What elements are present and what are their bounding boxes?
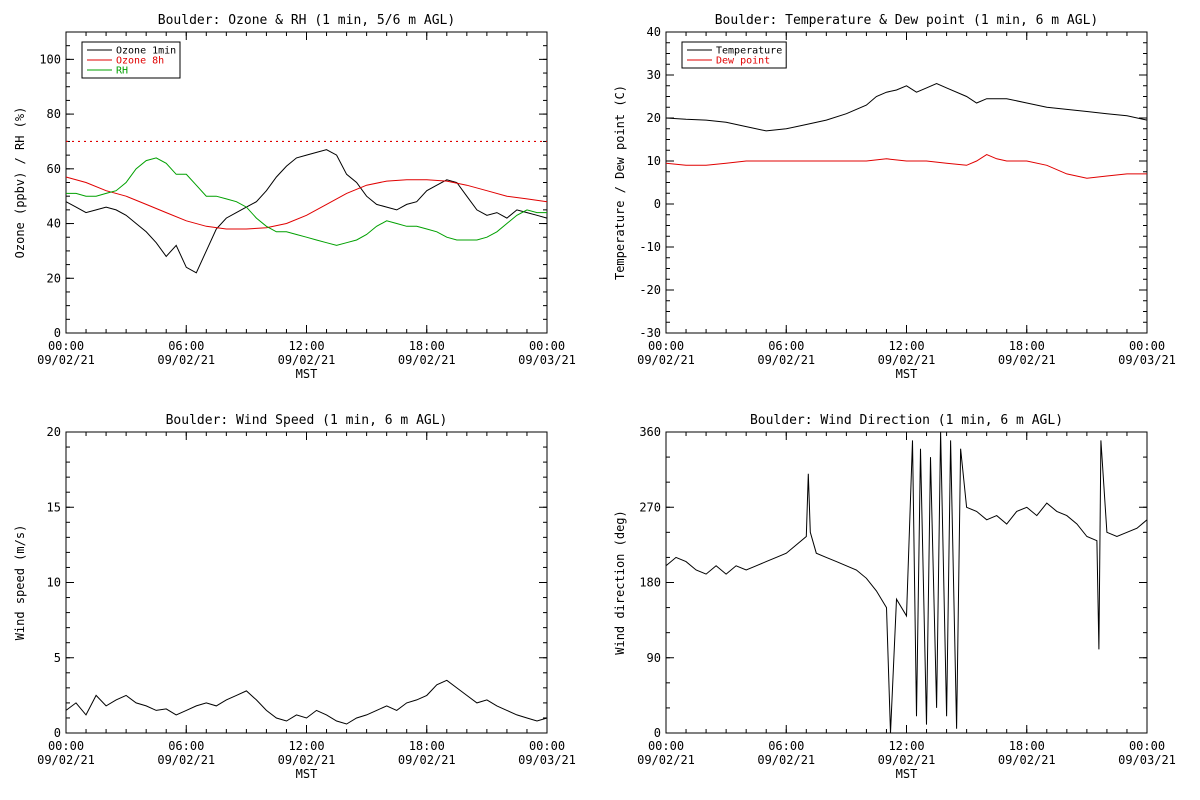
y-tick-label: 360 [639, 425, 661, 439]
y-tick-label: 40 [47, 217, 61, 231]
legend-label: RH [116, 66, 128, 77]
x-tick-date: 09/02/21 [278, 353, 336, 367]
series-line-1 [665, 431, 1148, 734]
y-axis-label: Wind direction (deg) [613, 510, 627, 655]
x-tick-time: 06:00 [168, 339, 204, 353]
plot-frame [665, 431, 1148, 734]
y-axis-label: Temperature / Dew point (C) [613, 85, 627, 280]
x-tick-time: 00:00 [48, 339, 84, 353]
x-tick-time: 18:00 [409, 739, 445, 753]
series-line-2 [665, 154, 1147, 179]
x-tick-time: 00:00 [1129, 339, 1165, 353]
chart-panel-2: Boulder: Temperature & Dew point (1 min,… [613, 13, 1176, 381]
legend-label: Temperature [716, 46, 782, 57]
x-tick-date: 09/02/21 [37, 353, 95, 367]
y-axis-label: Ozone (ppbv) / RH (%) [13, 107, 27, 259]
chart-panel-4: Boulder: Wind Direction (1 min, 6 m AGL)… [613, 413, 1176, 781]
x-tick-time: 06:00 [768, 339, 804, 353]
legend-label: Ozone 8h [116, 56, 164, 67]
y-tick-label: 5 [54, 651, 61, 665]
y-tick-label: 20 [47, 425, 61, 439]
y-tick-label: 0 [54, 726, 61, 740]
y-tick-label: 0 [654, 197, 661, 211]
legend-label: Dew point [716, 56, 770, 67]
chart-title: Boulder: Wind Speed (1 min, 6 m AGL) [166, 413, 448, 428]
chart-panel-1: Boulder: Ozone & RH (1 min, 5/6 m AGL) 0 2… [13, 13, 576, 381]
series-line-1 [65, 679, 548, 725]
x-tick-time: 18:00 [1009, 339, 1045, 353]
x-tick-date: 09/02/21 [878, 353, 936, 367]
y-tick-label: 40 [647, 25, 661, 39]
x-tick-date: 09/03/21 [1118, 753, 1176, 767]
y-tick-label: 90 [647, 651, 661, 665]
x-tick-date: 09/02/21 [757, 753, 815, 767]
x-tick-date: 09/03/21 [518, 753, 576, 767]
x-tick-date: 09/02/21 [998, 353, 1056, 367]
y-tick-label: 10 [47, 576, 61, 590]
y-tick-label: -20 [639, 283, 661, 297]
plot-frame [665, 31, 1148, 334]
x-tick-date: 09/02/21 [157, 753, 215, 767]
x-tick-date: 09/02/21 [757, 353, 815, 367]
series-line-1 [665, 83, 1148, 132]
x-tick-time: 06:00 [768, 739, 804, 753]
y-tick-label: 80 [47, 107, 61, 121]
y-tick-label: -10 [639, 240, 661, 254]
y-tick-label: 0 [654, 726, 661, 740]
x-axis-label: MST [896, 767, 918, 781]
plot-frame [65, 431, 548, 734]
y-tick-label: 100 [39, 52, 61, 66]
x-tick-date: 09/02/21 [637, 353, 695, 367]
x-axis-label: MST [896, 367, 918, 381]
x-tick-time: 12:00 [888, 339, 924, 353]
y-tick-label: 20 [47, 271, 61, 285]
x-tick-date: 09/03/21 [1118, 353, 1176, 367]
y-tick-label: 0 [54, 326, 61, 340]
y-tick-label: -30 [639, 326, 661, 340]
x-tick-date: 09/03/21 [518, 353, 576, 367]
x-tick-time: 00:00 [529, 339, 565, 353]
y-tick-label: 20 [647, 111, 661, 125]
y-tick-label: 270 [639, 500, 661, 514]
x-tick-time: 00:00 [529, 739, 565, 753]
x-tick-date: 09/02/21 [998, 753, 1056, 767]
x-tick-time: 18:00 [409, 339, 445, 353]
series-line-2 [65, 176, 548, 230]
x-axis-label: MST [296, 367, 318, 381]
x-tick-date: 09/02/21 [157, 353, 215, 367]
y-axis-label: Wind speed (m/s) [13, 525, 27, 641]
y-tick-label: 180 [639, 576, 661, 590]
x-tick-time: 12:00 [288, 339, 324, 353]
x-tick-date: 09/02/21 [878, 753, 936, 767]
y-tick-label: 60 [47, 162, 61, 176]
x-tick-time: 18:00 [1009, 739, 1045, 753]
x-tick-date: 09/02/21 [398, 353, 456, 367]
chart-panel-3: Boulder: Wind Speed (1 min, 6 m AGL) 0 5 10… [13, 413, 576, 781]
legend-label: Ozone 1min [116, 46, 176, 57]
x-tick-time: 00:00 [648, 339, 684, 353]
chart-title: Boulder: Temperature & Dew point (1 min,… [715, 13, 1099, 28]
series-line-1 [65, 149, 548, 274]
x-axis-label: MST [296, 767, 318, 781]
x-tick-date: 09/02/21 [398, 753, 456, 767]
series-line-3 [66, 157, 547, 246]
x-tick-time: 00:00 [48, 739, 84, 753]
chart-title: Boulder: Wind Direction (1 min, 6 m AGL) [750, 413, 1063, 428]
y-tick-label: 30 [647, 68, 661, 82]
x-tick-time: 12:00 [888, 739, 924, 753]
x-tick-date: 09/02/21 [278, 753, 336, 767]
x-tick-date: 09/02/21 [37, 753, 95, 767]
x-tick-time: 06:00 [168, 739, 204, 753]
x-tick-date: 09/02/21 [637, 753, 695, 767]
x-tick-time: 00:00 [648, 739, 684, 753]
y-tick-label: 15 [47, 500, 61, 514]
x-tick-time: 12:00 [288, 739, 324, 753]
y-tick-label: 10 [647, 154, 661, 168]
legend-box [681, 41, 787, 69]
chart-title: Boulder: Ozone & RH (1 min, 5/6 m AGL) [158, 13, 455, 28]
x-tick-time: 00:00 [1129, 739, 1165, 753]
